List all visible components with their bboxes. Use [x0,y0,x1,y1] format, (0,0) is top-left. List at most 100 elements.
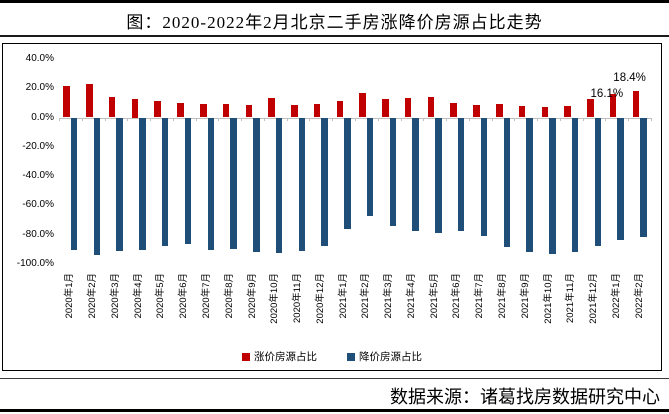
axis-tick [263,117,265,121]
x-axis-label: 2021年11月 [565,273,577,323]
x-axis-label: 2021年3月 [383,273,395,319]
x-axis-label: 2020年9月 [246,273,258,319]
x-axis-label: 2021年10月 [542,273,554,324]
title-underline [0,35,669,37]
bar-down [184,117,192,245]
axis-tick [628,117,630,121]
x-axis-label: 2020年7月 [201,273,212,319]
axis-tick [400,117,402,121]
footer-top-rule [0,377,669,379]
x-axis-label: 2020年3月 [109,273,121,319]
axis-tick [332,117,334,121]
x-axis-label: 2020年5月 [155,273,167,319]
axis-tick [559,117,561,121]
bar-up [291,105,298,118]
axis-tick [218,117,220,121]
legend-swatch-up [242,352,250,361]
axis-tick [309,117,311,121]
y-axis-tick-label: 0.0% [31,111,54,123]
x-axis-label: 2021年4月 [405,273,417,319]
y-axis-tick-label: -80.0% [22,228,54,240]
x-axis-label: 2021年6月 [451,273,463,319]
y-axis-tick-label: -60.0% [22,199,54,211]
bottom-border [0,408,669,412]
legend-entry: 降价房源占比 [347,349,422,364]
bar-down [457,117,465,232]
data-label: 16.1% [590,87,624,100]
bar-down [594,117,602,246]
bar-up [564,105,571,118]
bar-down [617,117,624,241]
bar-up [427,96,435,118]
x-axis-label: 2021年7月 [474,273,486,319]
chart-title: 图：2020-2022年2月北京二手房涨降价房源占比走势 [126,13,543,32]
bar-down [344,117,351,230]
x-axis-label: 2020年1月 [64,273,76,319]
bar-up [359,93,366,118]
bar-down [503,117,510,248]
y-axis-tick-label: -100.0% [16,258,54,269]
x-axis-label: 2021年8月 [497,273,508,319]
y-axis-tick-label: 20.0% [25,82,54,94]
x-axis-label: 2021年5月 [428,273,440,319]
bar-down [526,117,533,253]
bar-up [336,100,344,118]
x-axis-label: 2021年12月 [588,273,600,324]
bar-up [473,104,480,118]
bar-down [480,117,488,236]
axis-tick [423,117,425,121]
chart-frame: 40.0% 20.0% 0.0% -20.0% -40.0% -60.0% -80.0% -1… [2,43,662,371]
axis-tick [537,117,539,121]
bar-down [253,117,260,253]
bar-up [131,99,139,118]
bar-down [275,117,283,254]
bar-down [70,117,78,250]
bar-up [245,105,253,118]
bar-down [412,117,419,231]
bar-up [177,102,184,118]
x-axis-label: 2020年11月 [292,273,304,323]
axis-tick [59,117,60,121]
axis-tick [377,117,379,121]
bar-up [108,96,116,118]
x-axis-label: 2020年2月 [87,273,99,319]
bar-up [609,93,617,118]
bar-down [93,117,101,255]
legend: 涨价房源占比 降价房源占比 [3,349,661,364]
x-axis-label: 2020年4月 [132,273,144,319]
axis-tick [104,117,106,121]
plot-area: 40.0% 20.0% 0.0% -20.0% -40.0% -60.0% -80.0% -1… [3,44,661,370]
bar-down [389,117,397,226]
legend-swatch-down [347,352,355,361]
x-axis-label: 2021年1月 [337,273,349,319]
bar-up [450,102,457,118]
x-axis-label: 2022年1月 [610,273,622,319]
bar-up [541,106,549,118]
legend-label: 降价房源占比 [359,351,422,363]
bar-up [496,104,503,118]
x-axis-label: 2020年8月 [223,273,235,319]
bar-up [200,103,207,118]
bar-up [404,98,412,118]
axis-tick [195,117,197,121]
bar-down [161,117,169,246]
axis-tick [468,117,470,121]
source-note: 数据来源：诸葛找房数据研究中心 [390,387,660,407]
axis-tick [651,117,652,121]
x-axis-label: 2021年2月 [360,273,372,319]
y-axis-tick-label: 40.0% [25,52,54,64]
x-axis-label: 2020年6月 [178,273,190,319]
bar-down [207,117,214,250]
bar-down [571,117,579,253]
y-axis-tick-label: -40.0% [22,170,54,182]
bar-up [154,100,161,118]
bar-down [435,117,442,234]
bar-up [382,98,389,118]
bar-up [632,90,640,118]
bar-up [222,103,230,118]
axis-tick [286,117,288,121]
axis-tick [446,117,448,121]
axis-tick [605,117,607,121]
x-axis-label: 2022年2月 [633,273,645,319]
bar-down [366,117,374,217]
